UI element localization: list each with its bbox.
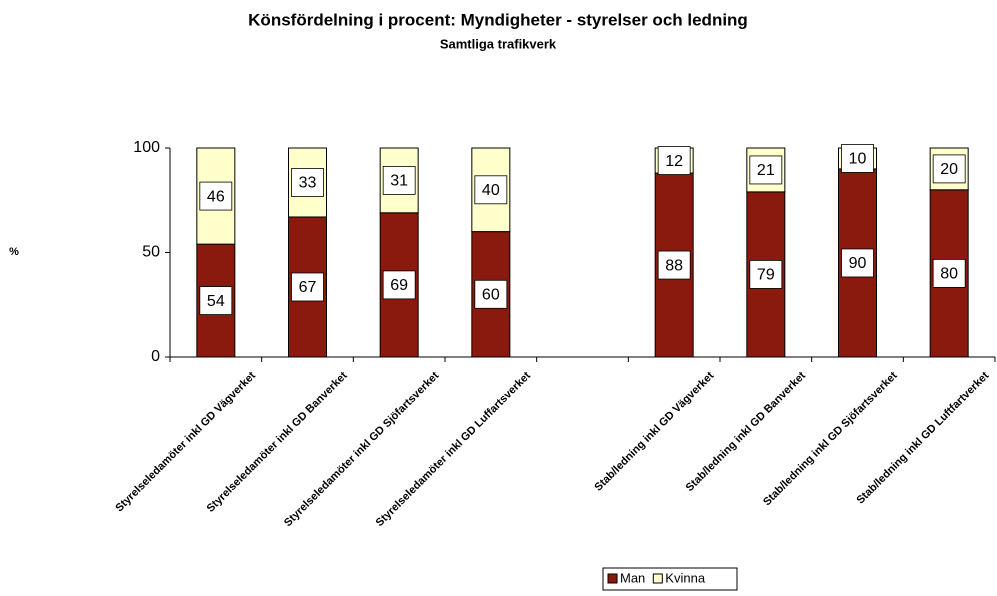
data-label: 20: [940, 161, 958, 178]
legend-label: Kvinna: [665, 570, 706, 585]
data-label: 40: [482, 182, 500, 199]
data-label: 46: [207, 188, 225, 205]
legend-box: [602, 567, 738, 591]
data-label-box: [932, 258, 966, 288]
data-label: 12: [665, 153, 683, 170]
data-label-box: [657, 250, 691, 280]
x-tick-label: Styrelseledamöter inkl GD Banverket: [205, 369, 350, 514]
data-label: 69: [390, 277, 408, 294]
data-label-box: [199, 286, 233, 315]
data-label-box: [841, 248, 874, 278]
y-tick-label: 50: [142, 244, 160, 261]
data-label-box: [291, 272, 324, 302]
data-label: 60: [482, 287, 500, 304]
data-label-box: [199, 181, 233, 211]
data-label: 10: [849, 151, 867, 168]
data-label-box: [841, 144, 874, 173]
data-label-box: [291, 168, 324, 197]
data-label: 80: [940, 266, 958, 283]
data-label-box: [382, 270, 416, 300]
data-label-box: [382, 165, 416, 195]
y-axis-label: %: [9, 246, 19, 258]
data-label-box: [749, 155, 783, 185]
legend-swatch: [652, 573, 663, 584]
x-tick-label: Styrelseledamöter inkl GD Luffartsverket: [374, 369, 534, 529]
data-label: 21: [757, 162, 775, 179]
data-label-box: [474, 279, 508, 309]
x-tick-label: Styrelseledamöter inkl GD Sjöfartsverket: [282, 369, 442, 529]
y-tick-label: 0: [151, 348, 160, 365]
chart-title: Könsfördelning i procent: Myndigheter - …: [248, 10, 748, 29]
x-tick-label: Styrelseledamöter inkl GD Vägverket: [113, 369, 258, 514]
data-label: 54: [207, 293, 225, 310]
y-tick-label: 100: [133, 139, 160, 156]
data-label: 31: [390, 173, 408, 190]
data-label-box: [657, 146, 691, 175]
data-label-box: [932, 154, 966, 184]
legend-label: Man: [620, 570, 645, 585]
data-label: 67: [299, 279, 317, 296]
data-label: 79: [757, 267, 775, 284]
data-label-box: [749, 260, 783, 289]
data-label: 33: [299, 175, 317, 192]
legend-swatch: [607, 573, 618, 584]
data-label: 90: [849, 255, 867, 272]
chart-subtitle: Samtliga trafikverk: [440, 36, 557, 51]
data-label: 88: [665, 257, 683, 274]
data-label-box: [474, 175, 508, 205]
